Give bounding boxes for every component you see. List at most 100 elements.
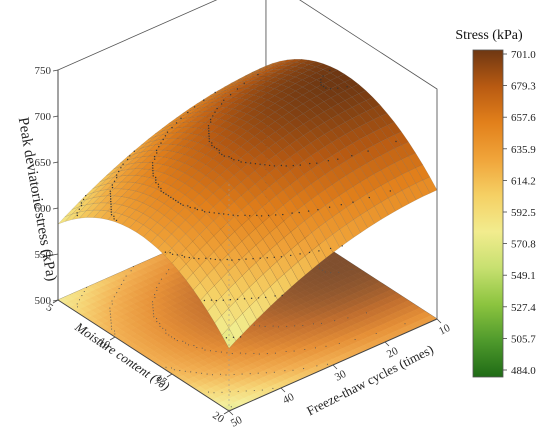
edge-moisture-axis: [57, 299, 230, 412]
surface-contour-point: [341, 245, 343, 247]
surface-contour-point: [320, 79, 322, 81]
surface-contour-point: [252, 258, 254, 260]
floor-contour-point: [284, 370, 286, 372]
floor-contour-point: [201, 347, 203, 349]
floor-contour-point: [168, 269, 170, 271]
surface-contour-point: [153, 155, 156, 158]
surface-contour-point: [218, 149, 220, 151]
colorbar-tick-label: 614.2: [511, 175, 536, 187]
floor-contour-point: [109, 313, 111, 315]
surface-contour-point: [320, 84, 322, 86]
floor-contour-point: [239, 352, 241, 354]
surface-contour-point: [213, 212, 215, 214]
surface-contour-point: [157, 186, 160, 188]
surface-contour-point: [257, 297, 260, 299]
surface-contour-point: [111, 186, 114, 189]
surface-contour-point: [198, 258, 200, 260]
floor-contour-point: [285, 350, 287, 353]
surface-contour-point: [280, 164, 283, 167]
surface-contour-point: [245, 258, 247, 260]
surface-contour-point: [238, 258, 240, 261]
surface-contour-point: [110, 206, 112, 208]
floor-contour-point: [185, 342, 187, 344]
surface-contour-point: [291, 212, 293, 214]
floor-contour-point: [165, 329, 167, 331]
floor-contour-point: [173, 338, 176, 340]
colorbar-tick-label: 505.7: [511, 333, 536, 345]
surface-contour-point: [351, 155, 353, 157]
surface-contour-point: [201, 209, 203, 211]
floor-contour-point: [76, 306, 79, 308]
surface-contour-point: [118, 170, 120, 173]
z-tick-mark: [52, 253, 59, 256]
surface-contour-point: [316, 162, 318, 164]
surface-contour-point: [187, 111, 189, 114]
surface-contour-point: [120, 167, 122, 169]
surface-contour-point: [155, 182, 157, 184]
surface-contour-point: [250, 297, 253, 299]
floor-contour-point: [206, 373, 208, 375]
floor-contour-point: [220, 351, 222, 353]
floor-contour-point: [114, 333, 116, 335]
surface-contour-point: [152, 170, 154, 172]
surface-contour-point: [280, 256, 283, 258]
surface-cell: [325, 234, 341, 253]
floor-contour-point: [215, 350, 217, 352]
surface-contour-point: [212, 115, 214, 117]
surface-contour-point: [318, 250, 320, 252]
surface-contour-point: [229, 299, 232, 301]
floor-contour-point: [130, 270, 132, 272]
x-tick-mark: [109, 336, 116, 341]
surface-contour-point: [152, 175, 154, 177]
surface-contour-point: [181, 254, 183, 257]
floor-contour-point: [113, 330, 116, 332]
surface-cell: [401, 186, 417, 204]
floor-contour-point: [294, 325, 296, 327]
surface-contour-point: [219, 259, 221, 261]
surface-cell: [408, 183, 424, 201]
surface-contour-point: [162, 192, 165, 194]
colorbar-title: Stress (kPa): [455, 28, 523, 43]
surface-contour-point: [238, 159, 240, 162]
surface-contour-point: [110, 208, 112, 211]
floor-contour-point: [110, 319, 112, 321]
surface-contour-point: [337, 158, 339, 160]
surface-contour-point: [275, 214, 277, 216]
surface-contour-point: [155, 149, 158, 152]
surface-contour-point: [182, 204, 184, 206]
floor-contour-point: [245, 353, 247, 355]
surface-contour-point: [260, 215, 263, 217]
surface-contour-point: [76, 214, 79, 217]
floor-contour-point: [233, 373, 235, 376]
surface-contour-point: [171, 126, 173, 129]
x-tick-label: 5: [44, 301, 56, 314]
surface-contour-point: [162, 138, 164, 141]
surface-contour-point: [216, 148, 218, 150]
floor-contour-point: [321, 269, 323, 271]
surface-contour-point: [164, 135, 167, 137]
floor-contour-point: [229, 391, 231, 393]
floor-contour-point: [207, 391, 210, 393]
surface-contour-point: [237, 215, 239, 217]
surface-contour-point: [133, 150, 135, 152]
surface-contour-point: [110, 211, 113, 213]
surface-contour-point: [177, 201, 179, 203]
surface-contour-point: [265, 296, 267, 299]
floor-contour-point: [404, 323, 406, 325]
surface-contour-point: [223, 213, 225, 215]
surface-contour-point: [180, 117, 182, 120]
surface-contour-point: [172, 198, 174, 200]
floor-contour-point: [156, 289, 158, 292]
floor-contour-point: [173, 369, 175, 371]
floor-contour-point: [259, 325, 261, 327]
surface-contour-point: [337, 87, 339, 89]
surface-contour-point: [273, 165, 276, 167]
colorbar-tick-label: 679.3: [511, 81, 536, 93]
surface-contour-point: [329, 247, 332, 250]
surface-contour-point: [196, 208, 199, 211]
surface-contour-point: [214, 258, 216, 261]
surface-contour-point: [209, 258, 212, 260]
surface-cell: [332, 229, 348, 248]
surface-contour-point: [233, 159, 235, 161]
surface-contour-point: [368, 196, 370, 199]
